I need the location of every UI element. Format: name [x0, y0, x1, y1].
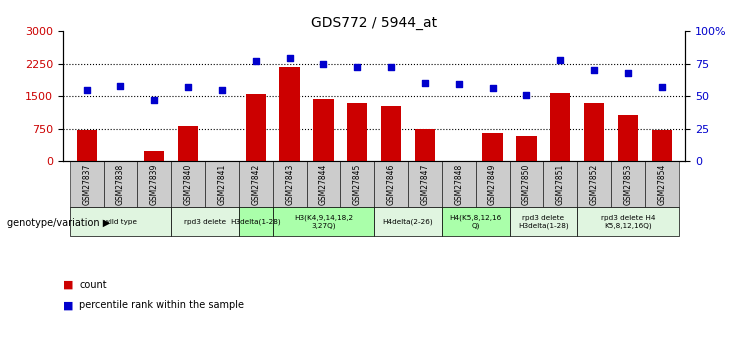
Text: ■: ■ — [63, 280, 73, 289]
Bar — [171, 207, 239, 236]
Bar — [70, 207, 171, 236]
Text: GSM27843: GSM27843 — [285, 164, 294, 205]
Bar — [104, 161, 137, 207]
Text: GSM27845: GSM27845 — [353, 164, 362, 205]
Bar — [340, 161, 374, 207]
Point — [284, 56, 296, 61]
Bar — [651, 130, 672, 161]
Bar — [442, 207, 510, 236]
Text: GSM27849: GSM27849 — [488, 164, 497, 205]
Bar — [510, 161, 543, 207]
Bar — [313, 99, 333, 161]
Point — [419, 80, 431, 86]
Bar — [76, 130, 97, 161]
Bar — [273, 161, 307, 207]
Bar — [137, 161, 171, 207]
Text: GSM27850: GSM27850 — [522, 164, 531, 205]
Bar — [510, 207, 577, 236]
Bar — [442, 161, 476, 207]
Text: genotype/variation ▶: genotype/variation ▶ — [7, 218, 110, 227]
Bar — [246, 94, 266, 161]
Bar — [279, 67, 300, 161]
Bar — [543, 161, 577, 207]
Bar — [347, 104, 368, 161]
Text: percentile rank within the sample: percentile rank within the sample — [79, 300, 245, 310]
Text: GSM27852: GSM27852 — [590, 164, 599, 205]
Text: GSM27838: GSM27838 — [116, 164, 125, 205]
Bar — [476, 161, 510, 207]
Point — [622, 70, 634, 76]
Bar — [550, 93, 571, 161]
Point — [385, 65, 397, 70]
Text: GSM27837: GSM27837 — [82, 164, 91, 205]
Text: GSM27839: GSM27839 — [150, 164, 159, 205]
Bar — [171, 161, 205, 207]
Text: GSM27844: GSM27844 — [319, 164, 328, 205]
Bar — [645, 161, 679, 207]
Text: GSM27846: GSM27846 — [387, 164, 396, 205]
Bar — [239, 161, 273, 207]
Point — [656, 84, 668, 90]
Bar — [611, 161, 645, 207]
Bar — [374, 207, 442, 236]
Bar — [239, 207, 273, 236]
Bar — [374, 161, 408, 207]
Point — [115, 83, 127, 88]
Bar — [577, 207, 679, 236]
Text: GSM27841: GSM27841 — [217, 164, 227, 205]
Point — [318, 61, 330, 66]
Bar — [70, 161, 104, 207]
Point — [250, 58, 262, 64]
Point — [520, 92, 532, 98]
Point — [81, 87, 93, 92]
Text: wild type: wild type — [104, 219, 137, 225]
Text: rpd3 delete H4
K5,8,12,16Q): rpd3 delete H4 K5,8,12,16Q) — [601, 215, 655, 229]
Title: GDS772 / 5944_at: GDS772 / 5944_at — [311, 16, 437, 30]
Bar — [415, 129, 435, 161]
Text: GSM27842: GSM27842 — [251, 164, 260, 205]
Bar — [144, 151, 165, 161]
Text: GSM27848: GSM27848 — [454, 164, 463, 205]
Bar — [577, 161, 611, 207]
Point — [487, 86, 499, 91]
Text: GSM27854: GSM27854 — [657, 164, 666, 205]
Point — [148, 97, 160, 103]
Bar — [618, 115, 638, 161]
Point — [588, 67, 600, 73]
Point — [554, 57, 566, 62]
Text: GSM27840: GSM27840 — [184, 164, 193, 205]
Point — [216, 87, 228, 92]
Bar — [205, 161, 239, 207]
Text: count: count — [79, 280, 107, 289]
Text: ■: ■ — [63, 300, 73, 310]
Bar — [381, 106, 402, 161]
Point — [182, 84, 194, 90]
Point — [351, 65, 363, 70]
Bar — [273, 207, 374, 236]
Text: H4(K5,8,12,16
Q): H4(K5,8,12,16 Q) — [450, 215, 502, 229]
Text: rpd3 delete
H3delta(1-28): rpd3 delete H3delta(1-28) — [518, 215, 568, 229]
Bar — [482, 134, 502, 161]
Point — [453, 82, 465, 87]
Bar — [307, 161, 340, 207]
Bar — [584, 103, 604, 161]
Text: H4delta(2-26): H4delta(2-26) — [382, 219, 433, 225]
Text: H3delta(1-28): H3delta(1-28) — [230, 219, 281, 225]
Bar — [516, 136, 536, 161]
Text: H3(K4,9,14,18,2
3,27Q): H3(K4,9,14,18,2 3,27Q) — [294, 215, 353, 229]
Text: rpd3 delete: rpd3 delete — [184, 219, 226, 225]
Bar — [408, 161, 442, 207]
Text: GSM27853: GSM27853 — [623, 164, 632, 205]
Bar — [178, 126, 199, 161]
Text: GSM27847: GSM27847 — [420, 164, 430, 205]
Text: GSM27851: GSM27851 — [556, 164, 565, 205]
